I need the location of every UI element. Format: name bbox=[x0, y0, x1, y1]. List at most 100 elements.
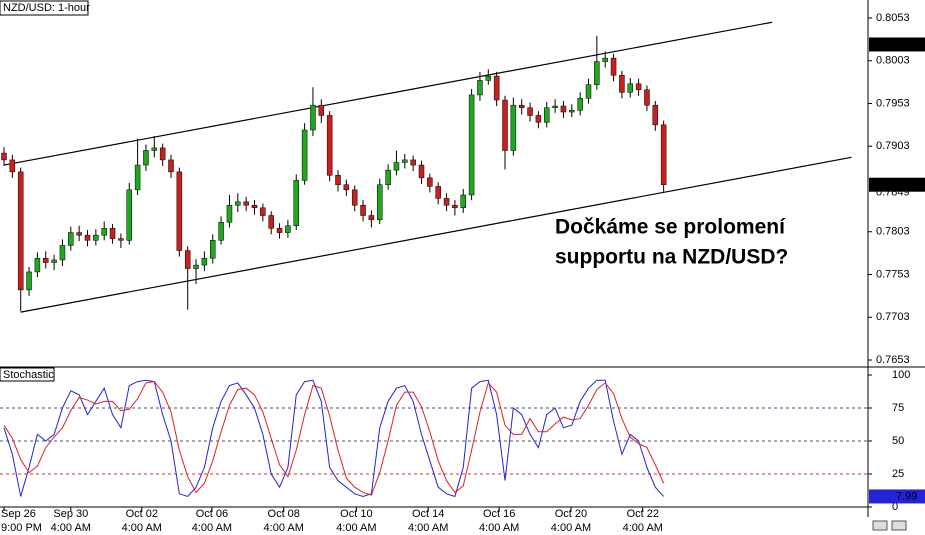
y-tick-label: 0.7653 bbox=[876, 354, 910, 366]
candle-body bbox=[84, 234, 91, 241]
y-tick-label: 0 bbox=[892, 501, 898, 513]
x-time-label: 4:00 AM bbox=[623, 522, 663, 534]
candle-body bbox=[301, 129, 308, 181]
scroll-icon[interactable] bbox=[872, 520, 888, 531]
x-time-label: 4:00 AM bbox=[479, 522, 519, 534]
candle-body bbox=[168, 159, 174, 173]
candle-body bbox=[569, 110, 575, 113]
candle-body bbox=[443, 198, 450, 206]
y-tick-label: 0.8003 bbox=[876, 55, 910, 67]
candle-body bbox=[460, 194, 466, 209]
candle-body bbox=[535, 115, 542, 123]
candle-body bbox=[76, 232, 82, 236]
candle-body bbox=[427, 177, 433, 187]
candle-body bbox=[619, 75, 625, 93]
candle-body bbox=[285, 225, 291, 233]
y-tick-label: 0.7703 bbox=[876, 311, 910, 323]
last-price-box bbox=[869, 177, 925, 192]
candle-body bbox=[184, 250, 191, 269]
candle-body bbox=[43, 258, 49, 263]
last-value-label: 7.99 bbox=[896, 490, 917, 502]
candle-body bbox=[268, 215, 274, 229]
y-tick-label: 0.7753 bbox=[876, 268, 910, 280]
candle-body bbox=[151, 147, 158, 151]
y-tick-label: 0.7953 bbox=[876, 97, 910, 109]
y-tick-label: 0.8053 bbox=[876, 12, 910, 24]
y-tick-label: 0.7803 bbox=[876, 226, 910, 238]
annotation: Dočkáme se prolomení bbox=[555, 216, 786, 239]
candle-body bbox=[552, 105, 558, 108]
indicator-title: Stochastic bbox=[3, 369, 54, 381]
candle-body bbox=[477, 80, 483, 96]
candle-body bbox=[644, 89, 650, 106]
x-date-label: Oct 10 bbox=[340, 508, 372, 520]
candle-body bbox=[26, 271, 32, 291]
chart-title: NZD/USD: 1-hour bbox=[3, 2, 90, 14]
candle-body bbox=[243, 201, 249, 206]
x-time-label: 4:00 AM bbox=[192, 522, 232, 534]
candle-body bbox=[193, 264, 199, 269]
candle-body bbox=[143, 150, 149, 166]
candle-body bbox=[176, 171, 183, 251]
candle-body bbox=[402, 159, 408, 163]
x-date-label: Oct 06 bbox=[196, 508, 228, 520]
candle-body bbox=[17, 171, 24, 291]
price-marker-box bbox=[869, 37, 925, 52]
x-time-label: 4:00 AM bbox=[122, 522, 162, 534]
y-tick-label: 25 bbox=[892, 468, 904, 480]
candle-body bbox=[293, 180, 299, 227]
x-time-label: 9:00 PM bbox=[1, 522, 42, 534]
candle-body bbox=[360, 204, 366, 216]
x-date-label: Sep 30 bbox=[53, 508, 88, 520]
x-date-label: Oct 22 bbox=[627, 508, 659, 520]
candle-body bbox=[594, 61, 600, 85]
candle-body bbox=[544, 107, 550, 123]
candle-body bbox=[218, 222, 224, 241]
candle-body bbox=[276, 228, 283, 233]
candle-body bbox=[468, 94, 475, 196]
candle-body bbox=[577, 98, 583, 111]
candle-body bbox=[326, 115, 333, 176]
candle-body bbox=[351, 189, 358, 206]
candle-body bbox=[68, 232, 74, 246]
candle-body bbox=[418, 164, 425, 179]
candle-body bbox=[635, 83, 642, 91]
x-time-label: 4:00 AM bbox=[336, 522, 376, 534]
stochastic-line bbox=[3, 381, 665, 496]
candle-body bbox=[627, 83, 633, 93]
candle-body bbox=[1, 152, 7, 161]
x-time-label: 4:00 AM bbox=[408, 522, 448, 534]
x-time-label: 4:00 AM bbox=[551, 522, 591, 534]
title-box bbox=[0, 0, 89, 16]
candle-body bbox=[510, 104, 517, 151]
candle-body bbox=[452, 204, 458, 209]
candle-body bbox=[410, 159, 416, 166]
x-date-label: Sep 26 bbox=[1, 508, 36, 520]
candle-body bbox=[610, 57, 617, 76]
candle-body bbox=[585, 84, 592, 99]
scroll-icon[interactable] bbox=[891, 520, 907, 531]
candle-body bbox=[602, 57, 608, 62]
indicator-title-box bbox=[0, 367, 55, 382]
candle-body bbox=[59, 245, 66, 261]
y-tick-label: 0.7903 bbox=[876, 140, 910, 152]
candle-body bbox=[377, 184, 383, 221]
candle-body bbox=[251, 204, 258, 209]
y-tick-label: 50 bbox=[892, 435, 904, 447]
candle-body bbox=[159, 147, 166, 161]
candle-body bbox=[226, 204, 233, 223]
candle-body bbox=[134, 164, 141, 191]
candle-body bbox=[335, 175, 341, 185]
candle-body bbox=[652, 104, 659, 126]
last-value-box bbox=[869, 489, 925, 504]
candle-body bbox=[93, 234, 99, 241]
price-marker-label: 0.8022 bbox=[876, 38, 910, 50]
x-date-label: Oct 08 bbox=[268, 508, 300, 520]
candle-body bbox=[101, 228, 107, 236]
x-date-label: Oct 02 bbox=[126, 508, 158, 520]
candle-body bbox=[318, 104, 325, 116]
candle-body bbox=[109, 228, 116, 239]
candle-body bbox=[343, 184, 350, 191]
